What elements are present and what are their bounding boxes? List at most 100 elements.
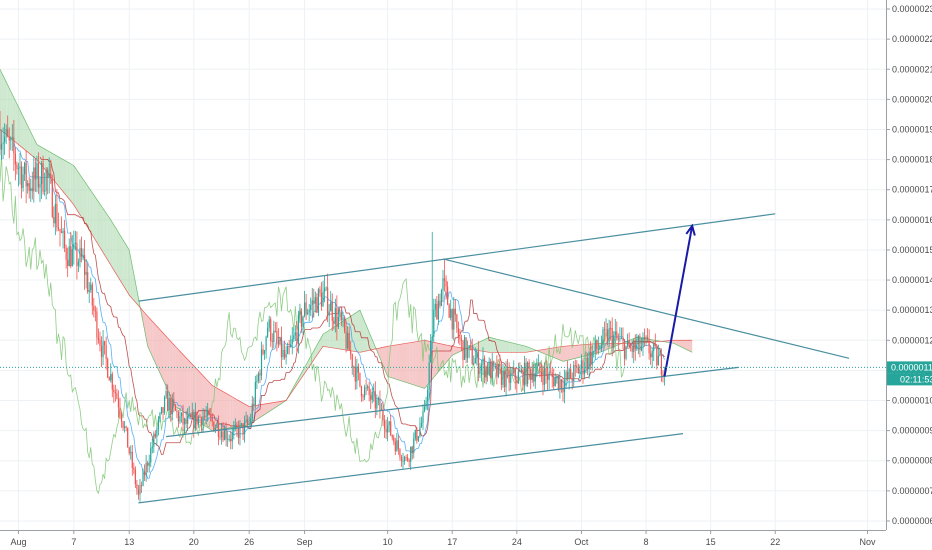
trend-line-descending-resistance[interactable] xyxy=(442,258,850,359)
candle-body xyxy=(571,378,573,382)
candle xyxy=(116,388,118,400)
candle xyxy=(490,358,492,379)
cloud-segment xyxy=(452,346,454,356)
cloud-segment xyxy=(499,339,502,353)
trend-line-middle-channel[interactable] xyxy=(166,366,739,438)
candle-body xyxy=(199,416,201,418)
cloud-segment xyxy=(101,206,104,253)
candle xyxy=(451,308,453,339)
candle-body xyxy=(102,341,104,357)
candle-body xyxy=(231,432,233,442)
candle xyxy=(302,315,304,335)
projection-arrow-head[interactable] xyxy=(685,223,696,236)
cloud-segment xyxy=(130,257,133,299)
candle xyxy=(177,410,180,428)
candle xyxy=(483,355,486,384)
candle-body xyxy=(396,440,398,452)
projection-arrow[interactable] xyxy=(663,223,696,377)
cloud-segment xyxy=(93,194,96,240)
candle-body xyxy=(393,437,395,442)
price-tick-label: 0.00000170 xyxy=(892,185,932,195)
projection-arrow-shaft[interactable] xyxy=(663,225,694,377)
candle xyxy=(487,362,489,382)
candle xyxy=(517,362,519,384)
price-axis[interactable] xyxy=(886,0,932,550)
candle xyxy=(470,339,472,351)
candle xyxy=(500,361,503,390)
cloud-segment xyxy=(98,201,100,248)
time-axis[interactable] xyxy=(0,530,932,550)
candle-body xyxy=(91,284,93,306)
candle xyxy=(42,155,44,195)
cloud-segment xyxy=(570,345,573,360)
candle xyxy=(100,336,103,368)
cloud-segment xyxy=(156,326,159,370)
candle-body xyxy=(416,430,418,441)
candle-body xyxy=(376,400,378,409)
cloud-segment xyxy=(512,342,514,353)
candle-body xyxy=(196,412,198,425)
cloud-segment xyxy=(562,346,565,362)
candle-body xyxy=(0,144,3,150)
candle xyxy=(363,384,366,400)
candle-body xyxy=(394,441,396,452)
candle xyxy=(591,345,593,371)
trend-line-upper-channel[interactable] xyxy=(138,213,776,302)
candle-body xyxy=(200,417,203,426)
candle xyxy=(237,420,240,445)
time-tick-label: Sep xyxy=(297,537,313,547)
candle-body xyxy=(508,370,510,383)
candle-body xyxy=(113,389,115,393)
candle-body xyxy=(443,278,446,281)
candle-body xyxy=(268,319,270,328)
candle-body xyxy=(370,394,372,400)
candle-body xyxy=(7,129,9,137)
candle-body xyxy=(53,216,55,224)
candle xyxy=(196,411,198,430)
cloud-segment xyxy=(35,141,37,160)
candle-body xyxy=(357,366,359,373)
candle xyxy=(150,442,152,468)
candle-body xyxy=(142,471,144,486)
cloud-segment xyxy=(453,346,456,355)
cloud-segment xyxy=(576,345,579,358)
candle-body xyxy=(379,398,381,411)
candle xyxy=(643,328,646,347)
candle-body xyxy=(119,407,121,414)
candle-body xyxy=(620,337,623,339)
candle-body xyxy=(630,346,632,348)
trend-line-lower-channel[interactable] xyxy=(138,433,684,504)
candle-body xyxy=(51,178,53,217)
candle xyxy=(48,157,50,194)
candle xyxy=(550,361,552,374)
time-tick-label: 24 xyxy=(512,537,522,547)
candle xyxy=(650,345,652,365)
cloud-segment xyxy=(399,344,402,381)
candle-body xyxy=(516,379,518,383)
candle-body xyxy=(19,166,21,169)
candle-body xyxy=(263,350,266,354)
cloud-segment xyxy=(264,403,267,415)
candle xyxy=(510,367,512,391)
candle-body xyxy=(534,373,536,382)
candle-body xyxy=(650,353,652,358)
candle xyxy=(407,454,409,462)
candle-body xyxy=(642,337,644,347)
cloud-segment xyxy=(29,128,31,155)
candle-body xyxy=(168,398,170,411)
candle-body xyxy=(127,427,129,448)
time-tick-label: 15 xyxy=(706,537,716,547)
trend-lines[interactable] xyxy=(138,213,850,504)
cloud-segment xyxy=(273,402,276,409)
candle-body xyxy=(191,412,193,418)
candle-body xyxy=(500,367,503,385)
candle xyxy=(573,361,575,388)
cloud-segment xyxy=(178,349,180,410)
candle xyxy=(208,408,210,415)
candle-body xyxy=(213,421,215,432)
candle-body xyxy=(483,358,486,378)
candle xyxy=(640,337,643,352)
cloud-segment xyxy=(229,395,231,428)
candle-body xyxy=(256,380,258,382)
